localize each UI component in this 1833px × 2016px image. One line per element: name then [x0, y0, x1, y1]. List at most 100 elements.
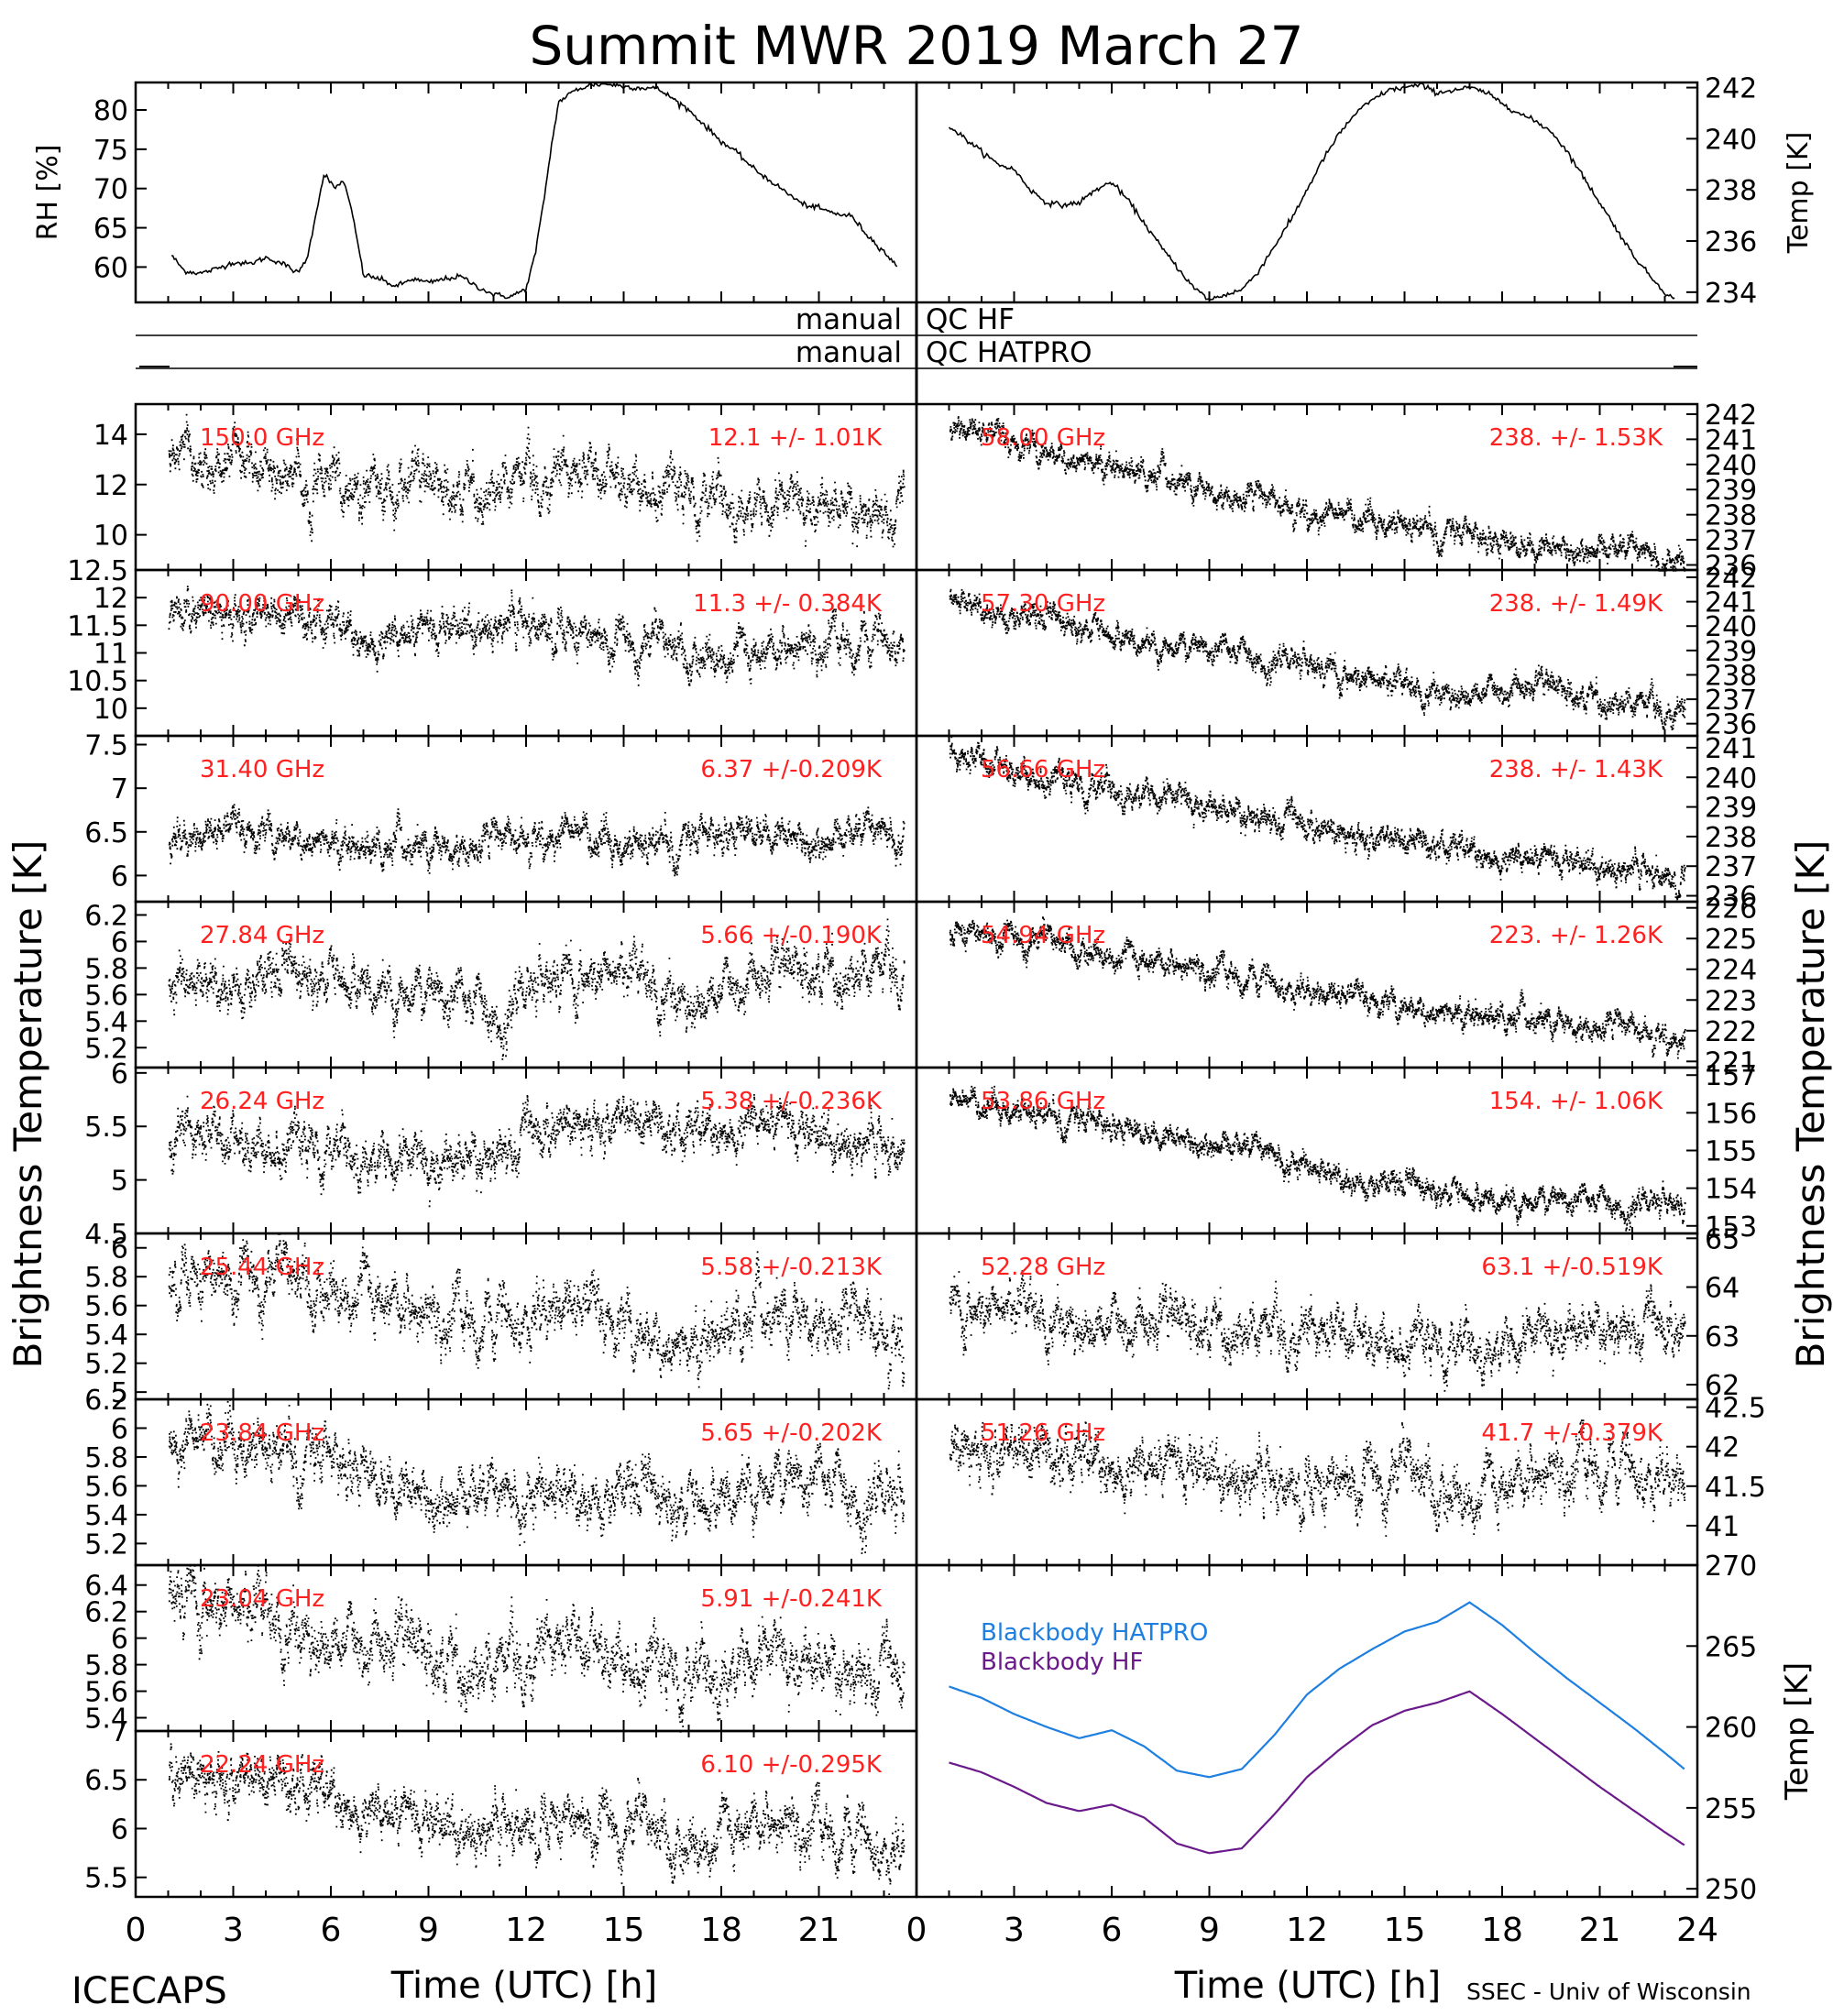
hp5666-stats-label: 238. +/- 1.43K [1489, 756, 1663, 783]
hp5730-ytick-label: 237 [1705, 685, 1757, 717]
hf2784-data-points [168, 918, 906, 1060]
hp5386-ytick-label: 154 [1705, 1174, 1757, 1206]
hp5896-stats-label: 238. +/- 1.53K [1489, 424, 1663, 452]
x-tick-label-right: 3 [1004, 1912, 1025, 1949]
hf2384-ytick-label: 5.6 [84, 1471, 128, 1503]
hf2384-ytick-label: 5.4 [84, 1500, 128, 1532]
blackbody-ytick-label: 255 [1705, 1793, 1757, 1825]
hf2624-panel: 4.5 5 5.5 6 26.24 GHz 5.38 +/-0.236K [84, 1058, 918, 1251]
hp5126-ytick-label: 42.5 [1705, 1393, 1766, 1425]
x-axis-label-left: Time (UTC) [h] [390, 1965, 657, 2007]
hp5228-stats-label: 63.1 +/-0.519K [1481, 1254, 1663, 1281]
blackbody-ytick-label: 270 [1705, 1550, 1757, 1583]
hp5474-stats-label: 223. +/- 1.26K [1489, 922, 1663, 949]
hf2304-data-points [168, 1565, 906, 1733]
hp5666-ytick-label: 237 [1705, 851, 1757, 883]
x-tick-label-left: 12 [505, 1912, 547, 1949]
hp5896-ytick-label: 242 [1705, 400, 1757, 432]
temp-ytick-label: 240 [1705, 124, 1757, 156]
hf2544-stats-label: 5.58 +/-0.213K [700, 1254, 883, 1281]
hf2784-panel: 5.25.45.65.866.2 27.84 GHz 5.66 +/-0.190K [84, 900, 918, 1069]
hp5228-ytick-label: 62 [1705, 1370, 1740, 1402]
hp5474-ytick-label: 225 [1705, 924, 1757, 956]
hf2384-ytick-label: 6.2 [84, 1385, 128, 1417]
hp5666-ytick-label: 238 [1705, 822, 1757, 854]
x-tick-label-left: 18 [700, 1912, 742, 1949]
hf2784-channel-label: 27.84 GHz [200, 922, 324, 949]
hf2544-ytick-label: 5.6 [84, 1291, 128, 1323]
hf90-ytick-label: 11 [93, 639, 128, 671]
qc-hatpro-label-left: manual [796, 336, 902, 369]
qc-strip: manual QC HF manual QC HATPRO [136, 302, 1697, 403]
hp5474-ytick-label: 223 [1705, 985, 1757, 1017]
hf2544-ytick-label: 5.8 [84, 1262, 128, 1294]
hf2784-ytick-label: 6.2 [84, 900, 128, 932]
hf2304-ytick-label: 6.2 [84, 1597, 128, 1629]
hp5126-stats-label: 41.7 +/-0.379K [1481, 1419, 1663, 1447]
hp5126-ytick-label: 42 [1705, 1432, 1740, 1464]
hp5896-ytick-label: 237 [1705, 525, 1757, 557]
hp5228-ytick-label: 65 [1705, 1223, 1740, 1255]
hf2224-channel-label: 22.24 GHz [200, 1751, 324, 1779]
hf2624-ytick-label: 5.5 [84, 1112, 128, 1144]
temp-panel: 234 236 238 240 242 [915, 73, 1757, 310]
hf150-stats-label: 12.1 +/- 1.01K [708, 424, 883, 452]
hf2544-panel: 55.25.45.65.86 25.44 GHz 5.58 +/-0.213K [84, 1232, 918, 1409]
hf314-ytick-label: 7.5 [84, 730, 128, 762]
blackbody-legend-1: Blackbody HF [981, 1649, 1143, 1676]
hp5474-ytick-label: 226 [1705, 893, 1757, 926]
temp-axis-label: Temp [K] [1783, 132, 1815, 255]
hf2784-ytick-label: 5.2 [84, 1033, 128, 1065]
hf2304-ytick-label: 5.6 [84, 1677, 128, 1709]
blackbody-legend-0: Blackbody HATPRO [981, 1619, 1208, 1647]
hf2224-stats-label: 6.10 +/-0.295K [700, 1751, 883, 1779]
rh-series-line-0 [171, 82, 898, 300]
x-tick-label-right: 18 [1481, 1912, 1523, 1949]
hf2304-ytick-label: 5.8 [84, 1650, 128, 1682]
footer-left: ICECAPS [71, 1970, 227, 2012]
hp5896-channel-label: 58.00 GHz [981, 424, 1105, 452]
right-y-axis-label: Brightness Temperature [K] [1788, 840, 1833, 1369]
temp-ytick-label: 234 [1705, 278, 1757, 310]
hf90-ytick-label: 12 [93, 583, 128, 615]
hp5228-ytick-label: 64 [1705, 1273, 1740, 1305]
hp5730-channel-label: 57.30 GHz [981, 590, 1105, 618]
x-tick-label-left: 3 [223, 1912, 244, 1949]
hf150-ytick-label: 12 [93, 470, 128, 502]
x-axis-label-right: Time (UTC) [h] [1174, 1965, 1441, 2007]
blackbody-series-line-0 [949, 1601, 1685, 1779]
x-tick-label-right: 0 [906, 1912, 927, 1949]
hp5730-ytick-label: 239 [1705, 636, 1757, 668]
hf90-ytick-label: 10 [93, 694, 128, 726]
rh-ytick-label: 65 [93, 214, 128, 246]
hf90-channel-label: 90.00 GHz [200, 590, 324, 618]
x-tick-label-right: 24 [1676, 1912, 1718, 1949]
hf2384-ytick-label: 5.8 [84, 1442, 128, 1474]
hp5666-ytick-label: 240 [1705, 762, 1757, 794]
x-tick-label-right: 15 [1384, 1912, 1426, 1949]
rh-axis-label: RH [%] [32, 145, 64, 241]
x-tick-label-left: 6 [321, 1912, 342, 1949]
x-tick-label-left: 21 [798, 1912, 840, 1949]
hf2224-data-points [168, 1743, 906, 1895]
hf2224-ytick-label: 6.5 [84, 1765, 128, 1797]
rh-ytick-label: 70 [93, 174, 128, 206]
hf2384-panel: 5.25.45.65.866.2 23.84 GHz 5.65 +/-0.202K [84, 1385, 918, 1567]
rh-panel: 60 65 70 75 80 [93, 81, 918, 304]
hf314-ytick-label: 7 [111, 773, 128, 805]
rh-frame [134, 81, 918, 304]
hf314-panel: 6 6.5 7 7.5 31.40 GHz 6.37 +/-0.209K [84, 730, 918, 904]
hf314-data-points [168, 804, 906, 877]
hp5730-stats-label: 238. +/- 1.49K [1489, 590, 1663, 618]
hf90-ytick-label: 10.5 [67, 666, 128, 698]
hp5126-data-points [949, 1419, 1686, 1537]
temp-series-line-0 [948, 82, 1675, 301]
hf2304-channel-label: 23.04 GHz [200, 1585, 324, 1613]
hf2784-ytick-label: 5.8 [84, 953, 128, 985]
hf150-ytick-label: 14 [93, 420, 128, 452]
hp5666-ytick-label: 239 [1705, 793, 1757, 825]
